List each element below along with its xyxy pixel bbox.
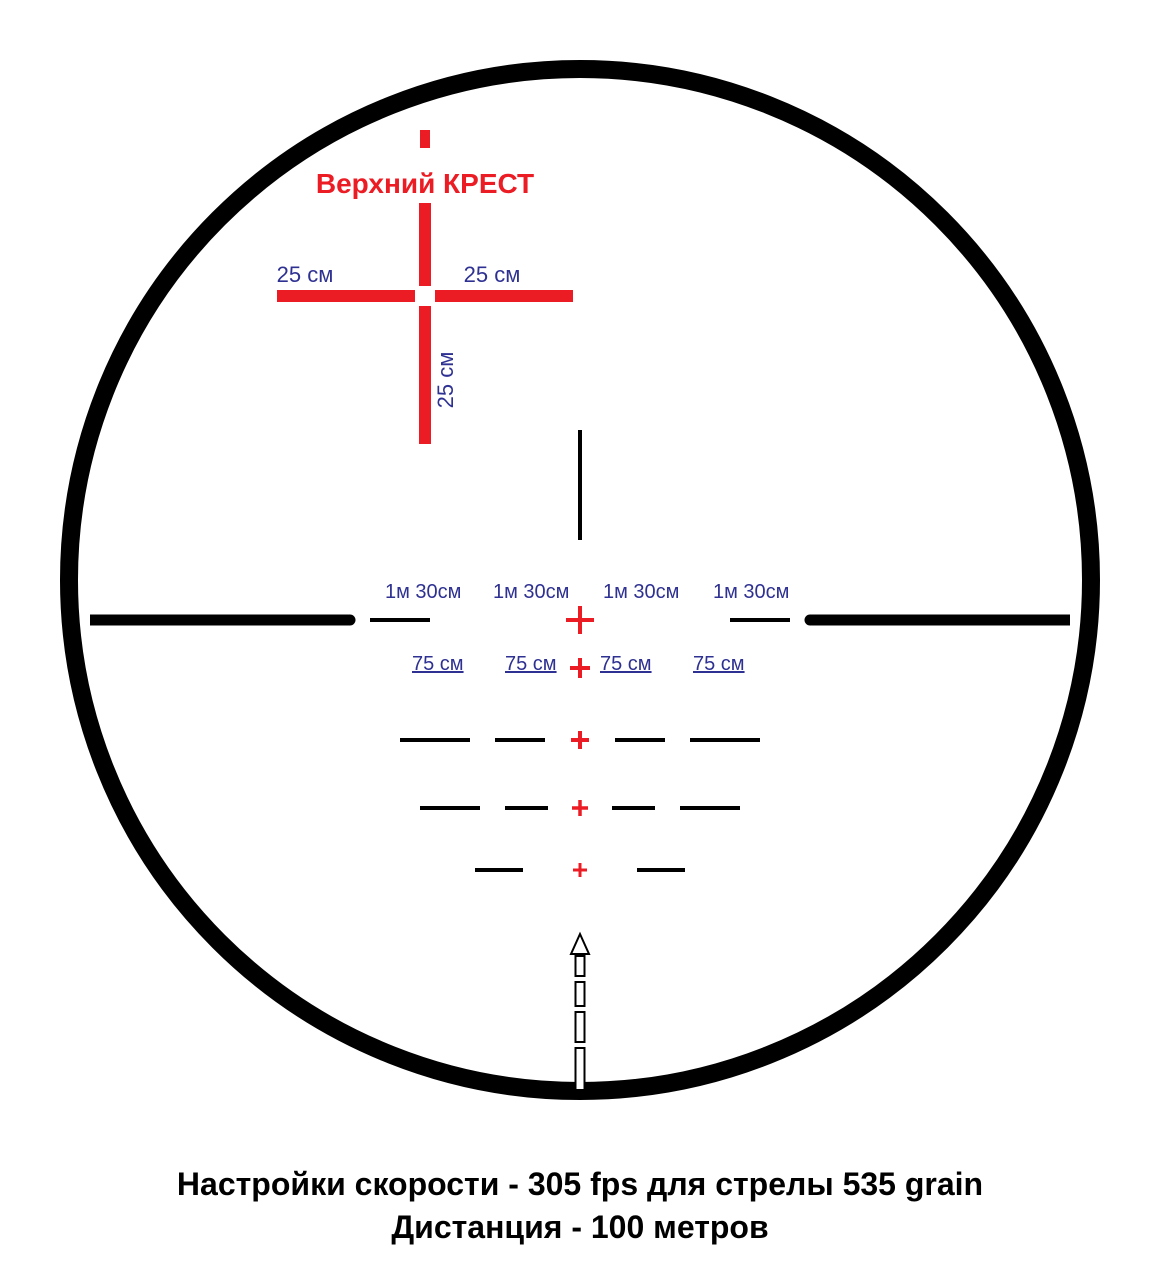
- label-1m30-1: 1м 30см: [385, 581, 461, 603]
- label-25-down: 25 см: [433, 352, 458, 409]
- bottom-post-seg-2: [576, 1012, 585, 1042]
- bottom-post-seg-3: [576, 982, 585, 1006]
- caption-line-1: Настройки скорости - 305 fps для стрелы …: [177, 1166, 983, 1202]
- label-25-left: 25 см: [277, 262, 334, 287]
- label-1m30-4: 1м 30см: [713, 581, 789, 603]
- label-75-1: 75 см: [412, 653, 464, 675]
- caption-line-2: Дистанция - 100 метров: [391, 1209, 768, 1245]
- label-75-3: 75 см: [600, 653, 652, 675]
- reticle-svg: Верхний КРЕСТ 25 см 25 см 25 см 1м 30см 1м 30…: [0, 0, 1160, 1280]
- label-25-right: 25 см: [464, 262, 521, 287]
- diagram-container: Верхний КРЕСТ 25 см 25 см 25 см 1м 30см 1м 30…: [0, 0, 1160, 1280]
- top-cross-tick: [420, 130, 430, 148]
- label-1m30-3: 1м 30см: [603, 581, 679, 603]
- bottom-post-arrow: [571, 934, 589, 954]
- scope-content: Верхний КРЕСТ 25 см 25 см 25 см 1м 30см 1м 30…: [90, 130, 1070, 1090]
- bottom-post-seg-4: [576, 956, 585, 976]
- bottom-post-seg-1: [576, 1048, 585, 1090]
- top-cross-title: Верхний КРЕСТ: [316, 168, 534, 199]
- label-75-4: 75 см: [693, 653, 745, 675]
- label-75-2: 75 см: [505, 653, 557, 675]
- label-1m30-2: 1м 30см: [493, 581, 569, 603]
